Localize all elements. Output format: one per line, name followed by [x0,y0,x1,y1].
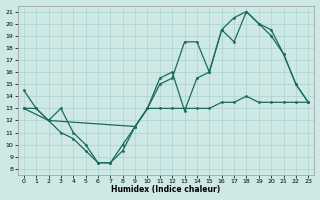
X-axis label: Humidex (Indice chaleur): Humidex (Indice chaleur) [111,185,221,194]
